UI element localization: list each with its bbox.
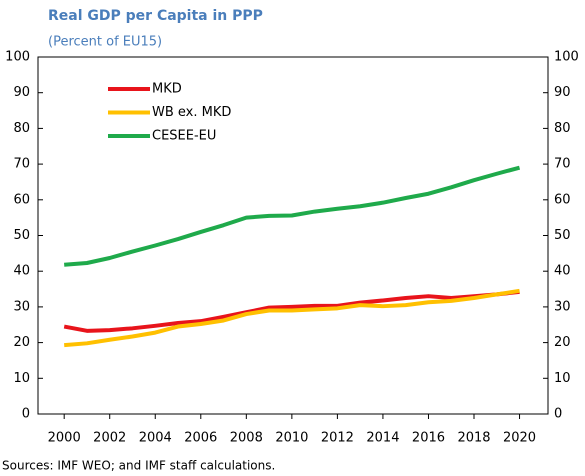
y-tick-label: 40 — [13, 264, 30, 279]
x-tick-label: 2004 — [139, 431, 172, 446]
x-tick-label: 2000 — [48, 431, 81, 446]
source-note: Sources: IMF WEO; and IMF staff calculat… — [2, 459, 275, 473]
data-line — [64, 288, 520, 348]
y-tick-label: 20 — [13, 335, 30, 350]
y2-tick-label: 10 — [554, 371, 571, 386]
legend-label: CESEE-EU — [152, 129, 216, 144]
x-tick-label: 2012 — [321, 431, 354, 446]
y2-tick-label: 30 — [554, 299, 571, 314]
x-tick-label: 2016 — [412, 431, 445, 446]
legend-label: WB ex. MKD — [152, 105, 231, 120]
y-tick-label: 60 — [13, 192, 30, 207]
x-tick-label: 2006 — [184, 431, 217, 446]
y2-tick-label: 80 — [554, 121, 571, 136]
x-tick-label: 2002 — [93, 431, 126, 446]
x-tick-label: 2020 — [503, 431, 536, 446]
y2-tick-label: 70 — [554, 157, 571, 172]
x-tick-label: 2018 — [457, 431, 490, 446]
y-tick-label: 0 — [22, 407, 30, 422]
y2-tick-label: 0 — [554, 407, 562, 422]
data-line — [64, 165, 521, 267]
x-tick-label: 2010 — [275, 431, 308, 446]
y2-tick-label: 100 — [554, 50, 579, 65]
y-tick-label: 90 — [13, 85, 30, 100]
y-tick-label: 50 — [13, 228, 30, 243]
y2-tick-label: 40 — [554, 264, 571, 279]
data-line — [63, 289, 520, 333]
y-tick-label: 100 — [5, 50, 30, 65]
x-tick-label: 2014 — [366, 431, 399, 446]
y-tick-label: 80 — [13, 121, 30, 136]
chart-title: Real GDP per Capita in PPP — [48, 8, 263, 24]
y-tick-label: 30 — [13, 299, 30, 314]
y-tick-label: 70 — [13, 157, 30, 172]
legend-label: MKD — [152, 82, 182, 97]
y2-tick-label: 60 — [554, 192, 571, 207]
x-tick-label: 2008 — [230, 431, 263, 446]
y2-tick-label: 50 — [554, 228, 571, 243]
y2-tick-label: 90 — [554, 85, 571, 100]
y-tick-label: 10 — [13, 371, 30, 386]
chart-subtitle: (Percent of EU15) — [48, 35, 162, 50]
y2-tick-label: 20 — [554, 335, 571, 350]
